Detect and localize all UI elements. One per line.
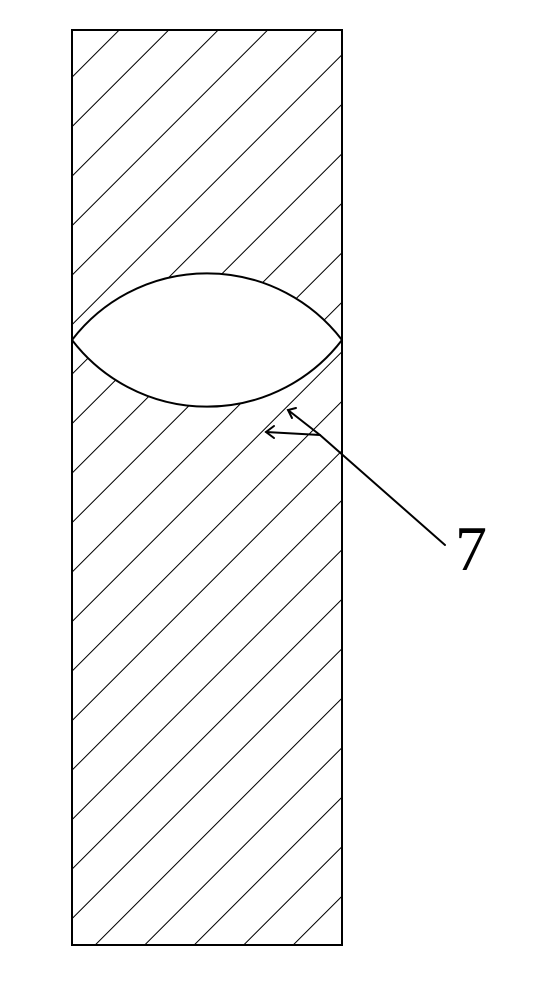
figure-svg: 7	[0, 0, 541, 1000]
hatched-block	[72, 30, 342, 945]
callout-label: 7	[455, 513, 487, 584]
